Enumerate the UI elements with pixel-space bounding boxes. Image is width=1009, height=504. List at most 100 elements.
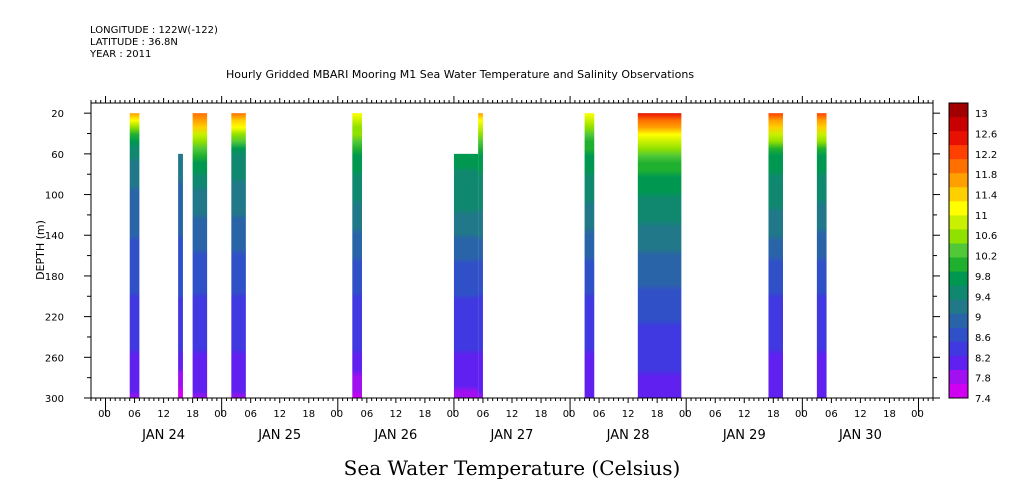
x-tick-label: 12: [157, 409, 170, 420]
x-tick-label: 12: [506, 409, 519, 420]
colorbar-label: 12.6: [975, 130, 997, 141]
longitude-label: LONGITUDE : 122W(-122): [90, 25, 218, 36]
x-tick-label: 06: [477, 409, 490, 420]
y-tick-label: 260: [45, 353, 64, 364]
x-tick-label: 00: [98, 409, 111, 420]
x-tick-label: 00: [563, 409, 576, 420]
y-tick-label: 100: [45, 191, 64, 202]
x-tick-label: 00: [214, 409, 227, 420]
x-tick-label: 18: [883, 409, 896, 420]
x-tick-label: 18: [535, 409, 548, 420]
x-day-label: JAN 28: [606, 428, 650, 443]
x-tick-label: 18: [186, 409, 199, 420]
colorbar-swatch: [949, 229, 968, 244]
chart-title: Hourly Gridded MBARI Mooring M1 Sea Wate…: [226, 68, 695, 81]
colorbar-label: 10.6: [975, 231, 997, 242]
x-tick-label: 18: [419, 409, 432, 420]
x-day-label: JAN 26: [373, 428, 417, 443]
colorbar: 13 12.6 12.2 11.8 11.4 11 10.6 10.2 9.8 9.4 9 8.6 8.…: [948, 102, 997, 405]
colorbar-label: 11: [975, 211, 988, 222]
y-tick-label: 300: [45, 394, 64, 405]
colorbar-label: 7.4: [975, 394, 991, 405]
y-tick-label: 220: [45, 313, 64, 324]
x-tick-label: 18: [767, 409, 780, 420]
colorbar-swatch: [949, 117, 968, 132]
data-block: [352, 113, 362, 398]
colorbar-swatch: [949, 299, 968, 315]
y-tick-label: 180: [45, 272, 64, 283]
colorbar-label: 10.2: [975, 252, 997, 263]
colorbar-label: 13: [975, 109, 988, 120]
colorbar-swatch: [949, 341, 968, 357]
data-block: [129, 113, 140, 398]
colorbar-title: Sea Water Temperature (Celsius): [344, 456, 681, 480]
x-tick-label: 06: [128, 409, 141, 420]
x-tick-label: 00: [795, 409, 808, 420]
colorbar-label: 9: [975, 313, 981, 324]
data-blocks: [129, 113, 827, 398]
data-block: [178, 153, 183, 398]
x-tick-label: 00: [447, 409, 460, 420]
colorbar-label: 8.2: [975, 353, 991, 364]
colorbar-label: 12.2: [975, 150, 997, 161]
year-label: YEAR : 2011: [90, 49, 152, 60]
colorbar-swatch: [949, 159, 968, 174]
data-block: [584, 113, 595, 398]
colorbar-swatch: [949, 327, 968, 343]
colorbar-swatch: [949, 369, 968, 385]
colorbar-swatch: [949, 257, 968, 273]
plot-frame: [90, 102, 934, 399]
colorbar-swatch: [949, 243, 968, 259]
x-tick-label: 00: [330, 409, 343, 420]
y-axis-label: DEPTH (m): [34, 220, 47, 280]
x-tick-label: 12: [854, 409, 867, 420]
y-tick-label: 60: [51, 150, 64, 161]
colorbar-swatch: [949, 131, 968, 146]
x-tick-label: 12: [273, 409, 286, 420]
data-block: [231, 113, 246, 398]
data-block: [453, 153, 479, 398]
x-day-label: JAN 30: [838, 428, 882, 443]
colorbar-label: 9.4: [975, 292, 991, 303]
data-block: [637, 113, 682, 398]
x-tick-label: 18: [302, 409, 315, 420]
colorbar-label: 11.4: [975, 191, 997, 202]
colorbar-label: 11.8: [975, 170, 997, 181]
colorbar-swatch: [949, 173, 968, 188]
y-tick-label: 140: [45, 231, 64, 242]
data-block: [768, 113, 783, 398]
colorbar-frame: [948, 102, 969, 399]
x-tick-label: 06: [360, 409, 373, 420]
x-tick-label: 12: [389, 409, 402, 420]
colorbar-swatch: [949, 383, 968, 399]
y-tick-label: 20: [51, 109, 64, 120]
colorbar-swatch: [949, 103, 968, 118]
x-day-label: JAN 24: [141, 428, 185, 443]
x-tick-label: 12: [738, 409, 751, 420]
colorbar-label: 8.6: [975, 333, 991, 344]
colorbar-swatch: [949, 215, 968, 230]
latitude-label: LATITUDE : 36.8N: [90, 37, 178, 48]
colorbar-label: 9.8: [975, 272, 991, 283]
colorbar-swatch: [949, 313, 968, 329]
x-tick-label: 06: [244, 409, 257, 420]
x-day-label: JAN 29: [722, 428, 766, 443]
data-block: [816, 113, 827, 398]
data-block: [478, 113, 483, 398]
x-tick-label: 00: [679, 409, 692, 420]
colorbar-swatch: [949, 355, 968, 371]
x-tick-label: 18: [651, 409, 664, 420]
x-day-label: JAN 27: [490, 428, 534, 443]
axes: 20 60 100 140 180 220 260 300 00 06 12 18 00 06 12 18 00…: [45, 96, 940, 443]
data-block: [192, 113, 208, 398]
colorbar-swatch: [949, 271, 968, 287]
x-tick-label: 06: [825, 409, 838, 420]
colorbar-swatch: [949, 285, 968, 301]
colorbar-swatch: [949, 201, 968, 216]
x-tick-label: 00: [911, 409, 924, 420]
x-day-label: JAN 25: [257, 428, 301, 443]
x-tick-label: 06: [593, 409, 606, 420]
x-tick-label: 06: [709, 409, 722, 420]
colorbar-swatch: [949, 187, 968, 202]
